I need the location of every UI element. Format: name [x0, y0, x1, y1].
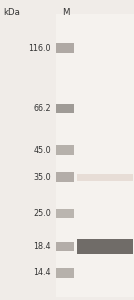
Text: M: M [62, 8, 69, 17]
Text: 25.0: 25.0 [33, 209, 51, 218]
Bar [56, 14, 134, 297]
Text: 18.4: 18.4 [33, 242, 51, 251]
Bar [77, 174, 133, 181]
Bar [56, 208, 74, 218]
Bar [56, 43, 74, 53]
Bar [56, 172, 74, 182]
Bar [77, 239, 133, 254]
Text: 66.2: 66.2 [33, 104, 51, 113]
Text: 14.4: 14.4 [33, 268, 51, 277]
Text: kDa: kDa [4, 8, 21, 17]
Bar [56, 268, 74, 278]
Bar [56, 145, 74, 155]
Text: 45.0: 45.0 [33, 146, 51, 154]
Bar [56, 242, 74, 251]
Text: 116.0: 116.0 [28, 44, 51, 52]
Text: 35.0: 35.0 [33, 173, 51, 182]
Bar [56, 104, 74, 113]
